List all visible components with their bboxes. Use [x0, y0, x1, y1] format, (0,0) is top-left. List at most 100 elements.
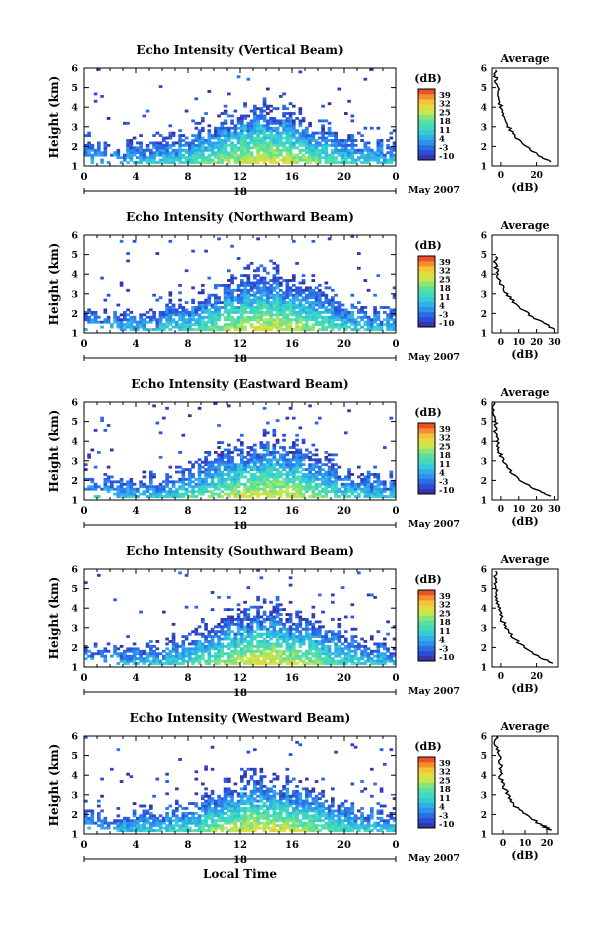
heatmap-cell [392, 313, 397, 317]
heatmap-cell [110, 487, 114, 491]
heatmap-cell [207, 328, 212, 331]
heatmap-cell [253, 143, 257, 147]
heatmap-cell [282, 129, 286, 133]
colorbar-band [418, 296, 435, 302]
heatmap-cell [246, 470, 251, 474]
heatmap-cell [87, 310, 91, 314]
heatmap-cell [295, 458, 299, 462]
heatmap-cell [370, 473, 374, 476]
heatmap-cell [129, 654, 134, 658]
heatmap-cell [288, 495, 293, 498]
heatmap-cell [259, 279, 264, 282]
heatmap-cell [87, 649, 91, 653]
heatmap-cell [262, 406, 267, 410]
heatmap-cell [301, 485, 306, 489]
heatmap-cell [370, 659, 374, 663]
heatmap-cell [236, 603, 241, 607]
heatmap-cell [305, 323, 309, 327]
heatmap-cell [331, 465, 335, 469]
heatmap-cell [386, 318, 390, 322]
heatmap-cell [275, 630, 280, 634]
heatmap-cell [210, 591, 215, 594]
heatmap-cell [334, 470, 338, 474]
heatmap-cell [288, 576, 293, 580]
heatmap-cell [249, 131, 254, 135]
heatmap-cell [311, 627, 316, 631]
heatmap-cell [259, 296, 264, 300]
heatmap-cell [149, 308, 153, 312]
heatmap-cell [249, 126, 254, 130]
heatmap-cell [318, 151, 322, 155]
heatmap-cell [145, 654, 150, 658]
heatmap-cell [165, 480, 169, 484]
heatmap-cell [139, 816, 143, 820]
heatmap-cell [324, 286, 329, 290]
heatmap-cell [214, 328, 218, 331]
heatmap-cell [207, 301, 212, 304]
heatmap-cell [288, 146, 293, 150]
heatmap-cell [194, 647, 199, 651]
heatmap-cell [240, 627, 244, 631]
heatmap-cell [324, 458, 329, 462]
heatmap-cell [292, 640, 296, 643]
heatmap-cell [256, 475, 260, 479]
heatmap-cell [266, 443, 270, 447]
heatmap-cell [282, 460, 286, 464]
heatmap-cell [366, 492, 371, 496]
heatmap-cell [236, 644, 241, 648]
colorbar-tick-label: -10 [439, 653, 454, 663]
heatmap-cell [266, 465, 270, 469]
heatmap-cell [327, 129, 332, 133]
heatmap-cell [259, 117, 264, 120]
heatmap-cell [236, 613, 241, 616]
heatmap-cell [119, 652, 124, 656]
heatmap-cell [318, 647, 322, 651]
heatmap-cell [305, 139, 309, 142]
heatmap-cell [269, 657, 273, 661]
heatmap-cell [171, 659, 176, 663]
heatmap-cell [324, 156, 329, 160]
heatmap-cell [93, 315, 98, 319]
heatmap-cell [116, 662, 121, 665]
heatmap-cells [84, 736, 397, 832]
heatmap-cell [314, 458, 319, 462]
heatmap-cell [285, 161, 290, 164]
heatmap-cell [119, 161, 124, 164]
heatmap-cell [240, 158, 244, 162]
heatmap-cell [347, 644, 351, 648]
heatmap-cell [227, 473, 231, 476]
heatmap-cell [210, 477, 215, 481]
heatmap-cell [337, 148, 342, 152]
heatmap-cell [282, 632, 286, 636]
heatmap-cell [321, 151, 325, 155]
heatmap-cell [383, 654, 387, 658]
heatmap-cell [162, 156, 166, 160]
heatmap-cell [327, 134, 332, 137]
heatmap-cell [207, 662, 212, 665]
heatmap-cell [142, 148, 147, 152]
heatmap-cell [340, 652, 345, 656]
heatmap-cell [188, 313, 192, 317]
heatmap-cell [217, 284, 221, 287]
heatmap-cell [162, 416, 166, 420]
heatmap-cell [171, 640, 176, 643]
heatmap-cell [266, 480, 270, 484]
heatmap-cell [249, 325, 254, 329]
heatmap-cell [142, 662, 147, 665]
heatmap-cell [256, 620, 260, 624]
heatmap-cell [136, 161, 140, 164]
heatmap-cell [149, 328, 153, 331]
colorbar-unit: (dB) [414, 573, 441, 586]
heatmap-cell [145, 657, 150, 661]
heatmap-cell [301, 279, 306, 282]
heatmap-cell [243, 610, 247, 614]
heatmap-cell [217, 642, 221, 646]
heatmap-cell [262, 279, 267, 282]
heatmap-cell [246, 296, 251, 300]
heatmap-cell [305, 286, 309, 290]
heatmap-cell [353, 652, 358, 656]
heatmap-cell [214, 156, 218, 160]
heatmap-cell [220, 495, 225, 498]
heatmap-cell [282, 146, 286, 150]
heatmap-cell [243, 143, 247, 147]
